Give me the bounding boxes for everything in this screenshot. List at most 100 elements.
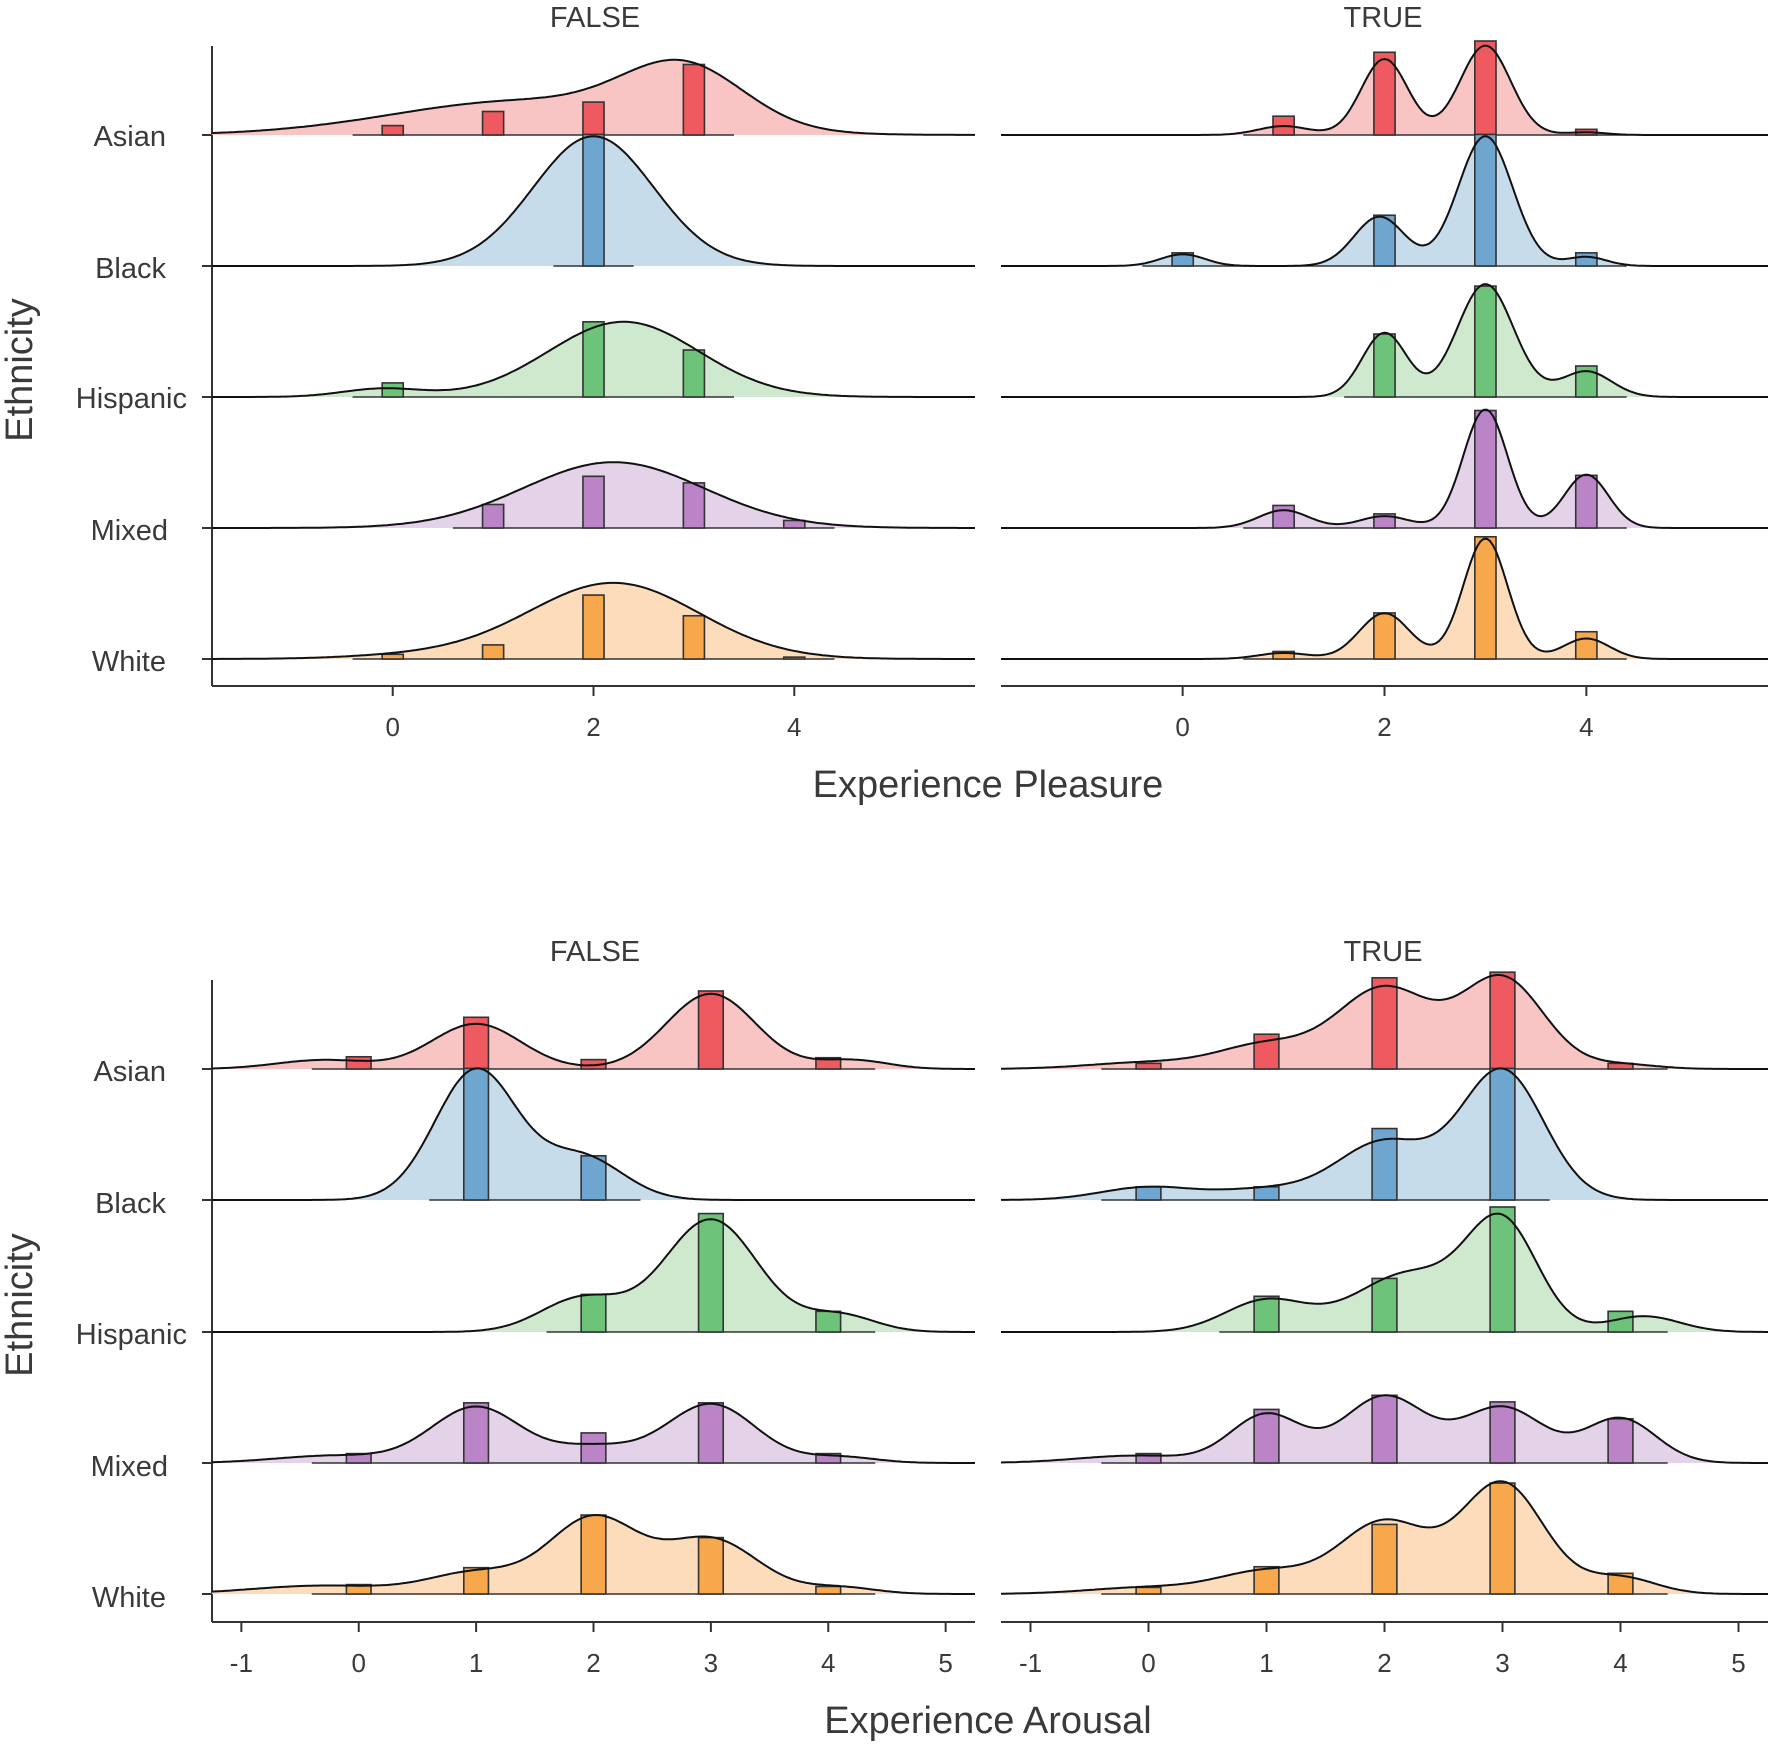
ridge-asian [211,58,975,136]
x-tick-label: -1 [1019,1648,1042,1678]
density-line [1000,1394,1768,1464]
x-tick-label: 5 [1731,1648,1745,1678]
histogram-bar [381,382,405,398]
x-tick-label: 0 [1175,712,1189,742]
density-line [1001,974,1768,1070]
x-tick-label: 3 [1495,1648,1509,1678]
histogram-bar [1272,504,1295,529]
ridge-asian [1001,971,1768,1070]
histogram-bar [682,482,706,529]
histogram-bar [1171,252,1195,267]
density-line [211,992,975,1070]
density-line [1001,1480,1768,1595]
density-line [1001,135,1768,267]
histogram-bar [697,1402,725,1464]
histogram-bar [1371,1394,1398,1464]
histogram-bar [381,124,405,136]
histogram-bar [782,519,806,529]
y-tick-label-black: Black [95,253,166,285]
ridge-hispanic [212,320,975,398]
histogram-bar [1135,1062,1162,1070]
histogram-bar [1489,1067,1516,1201]
ridge-mixed [1001,408,1768,529]
histogram-bar [582,101,605,136]
density-line [212,1067,975,1201]
histogram-bar [1474,133,1497,267]
density-fill [212,1403,975,1463]
density-fill [212,993,975,1069]
facet-label-false: FALSE [550,936,640,968]
ridge-black [212,133,975,267]
histogram-bar [1474,285,1497,398]
panel-pleasure-true [1001,40,1768,696]
y-tick-label-hispanic: Hispanic [76,1319,187,1351]
density-line [1001,408,1768,529]
x-axis-title: Experience Pleasure [813,764,1164,806]
facet-label-false: FALSE [550,2,640,34]
density-line [212,135,975,267]
histogram-bar [782,656,806,660]
histogram-bar [381,653,405,660]
ridge-mixed [212,461,975,529]
histogram-bar [682,614,706,660]
histogram-bar [481,503,505,529]
x-tick-label: 4 [1579,712,1593,742]
histogram-bar [582,475,605,529]
histogram-bar [1373,612,1396,660]
ridge-black [1001,133,1768,267]
y-tick-label-mixed: Mixed [91,515,168,547]
x-tick-label: 1 [1259,1648,1273,1678]
histogram-bar [462,1402,490,1464]
x-tick-labels: 0 2 4 0 2 4 [385,712,1593,742]
histogram-bar [462,1566,490,1595]
histogram-bar [582,320,605,398]
histogram-bar [1373,214,1396,267]
histogram-bar [481,110,505,136]
y-tick-label-asian: Asian [93,121,166,153]
x-tick-label: 0 [1141,1648,1155,1678]
histogram-bar [1272,650,1295,660]
ridge-white [212,581,975,660]
histogram-bar [1371,977,1398,1070]
panel-pleasure-false [202,46,975,696]
histogram-bar [1607,1310,1634,1333]
histogram-bar [1489,1206,1516,1333]
histogram-bar [1574,252,1598,267]
y-tick-label-black: Black [95,1188,166,1220]
histogram-bar [697,1212,725,1333]
density-line [212,1218,975,1333]
y-axis-title: Ethnicity [0,1233,41,1377]
histogram-bar [1474,409,1497,529]
y-axis-title: Ethnicity [0,298,41,442]
histogram-bar [582,594,605,660]
ridge-hispanic [212,1212,975,1333]
ridge-hispanic [1001,1206,1768,1333]
density-line [1001,537,1768,660]
x-tick-label: 3 [704,1648,718,1678]
histogram-bar [580,1514,607,1595]
histogram-bar [1607,1418,1634,1464]
x-tick-label: 4 [1613,1648,1627,1678]
density-line [212,320,975,398]
histogram-bar [1371,1523,1398,1595]
histogram-bar [815,1585,842,1595]
histogram-bar [345,1583,372,1595]
ridge-white [1001,1480,1768,1595]
histogram-bar [580,1155,607,1201]
density-line [1001,1212,1768,1333]
histogram-bar [1474,40,1497,136]
ridge-hispanic [1001,283,1768,398]
histogram-bar [1371,1277,1398,1333]
x-axis-title: Experience Arousal [824,1700,1151,1742]
x-tick-label: 4 [821,1648,835,1678]
y-tick-labels: Asian Black Hispanic Mixed White [76,1056,187,1614]
panel-arousal-false [202,980,975,1632]
histogram-bar [1607,1572,1634,1595]
x-tick-label: 5 [938,1648,952,1678]
histogram-bar [1489,1482,1516,1595]
ridge-asian [211,990,975,1070]
y-tick-label-mixed: Mixed [91,1451,168,1483]
x-tick-label: 2 [586,1648,600,1678]
histogram-bar [1373,513,1396,529]
